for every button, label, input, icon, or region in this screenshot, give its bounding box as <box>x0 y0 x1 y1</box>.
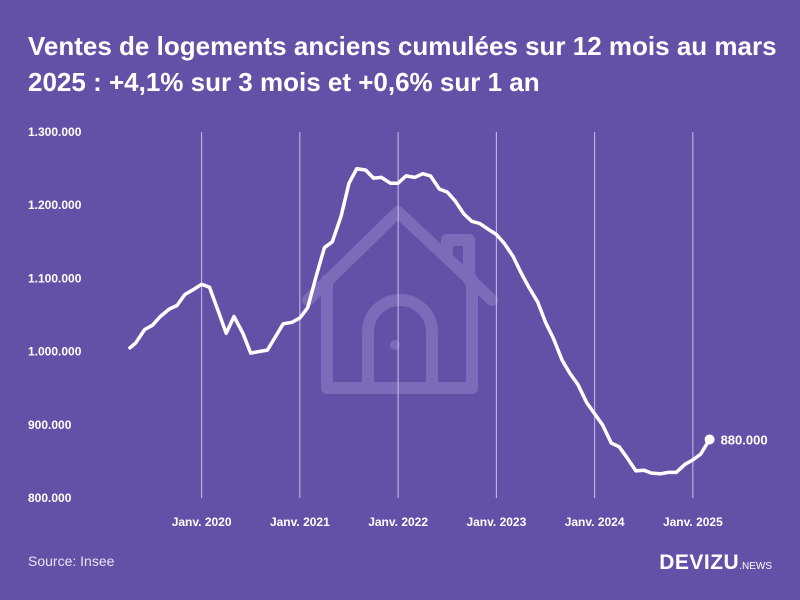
y-tick-label: 1.000.000 <box>28 345 82 359</box>
logo-sub: .NEWS <box>739 561 772 572</box>
series-line-0 <box>128 166 712 476</box>
y-tick-label: 1.300.000 <box>28 125 82 139</box>
end-point-label: 880.000 <box>721 432 768 447</box>
y-tick-label: 900.000 <box>28 418 72 432</box>
house-icon <box>302 206 498 394</box>
y-tick-label: 1.200.000 <box>28 198 82 212</box>
x-tick-label: Janv. 2020 <box>172 515 232 529</box>
x-tick-label: Janv. 2021 <box>270 515 330 529</box>
x-tick-label: Janv. 2024 <box>565 515 625 529</box>
y-tick-label: 1.100.000 <box>28 271 82 285</box>
x-tick-label: Janv. 2022 <box>368 515 428 529</box>
devizu-logo: DEVIZU.NEWS <box>659 551 772 575</box>
end-point-marker <box>704 434 715 445</box>
x-tick-label: Janv. 2023 <box>466 515 526 529</box>
logo-main: DEVIZU <box>659 551 740 574</box>
source-note: Source: Insee <box>28 553 115 569</box>
chart-title: Ventes de logements anciens cumulées sur… <box>28 31 777 97</box>
x-tick-label: Janv. 2025 <box>663 515 723 529</box>
y-tick-label: 800.000 <box>28 491 72 505</box>
house-icon-knob <box>390 340 400 350</box>
